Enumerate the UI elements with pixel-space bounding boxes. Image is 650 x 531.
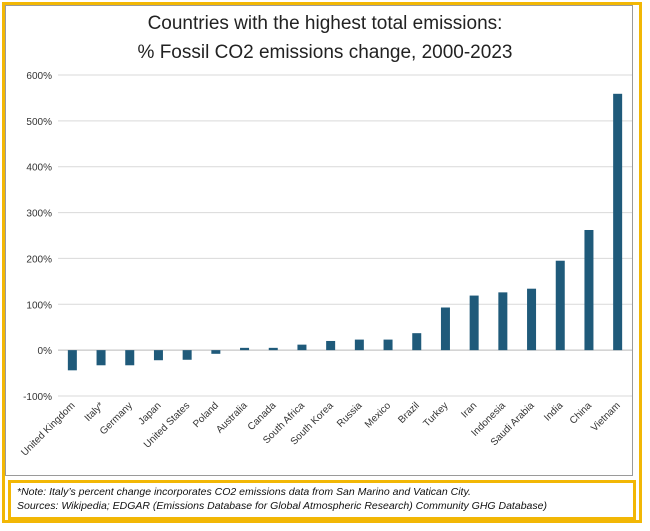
bar xyxy=(412,333,422,351)
x-tick-label: Japan xyxy=(137,400,164,427)
bar xyxy=(440,307,450,351)
footnote-sources: Sources: Wikipedia; EDGAR (Emissions Dat… xyxy=(17,500,547,512)
x-tick-label: Russia xyxy=(335,400,365,430)
x-tick-label: Italy* xyxy=(83,400,107,424)
bar xyxy=(613,93,623,351)
bar xyxy=(182,350,192,360)
bar xyxy=(297,344,307,351)
x-tick-label: Iran xyxy=(459,400,479,420)
bar xyxy=(67,350,77,371)
x-tick-label: China xyxy=(568,400,595,427)
bar xyxy=(96,350,106,366)
bar xyxy=(268,347,278,351)
footnote-note: *Note: Italy’s percent change incorporat… xyxy=(17,486,471,498)
x-tick-label: Turkey xyxy=(421,400,450,429)
y-tick-label: 600% xyxy=(26,71,52,82)
y-tick-label: 100% xyxy=(26,300,52,311)
y-tick-label: 500% xyxy=(26,117,52,128)
footnote-box: *Note: Italy’s percent change incorporat… xyxy=(8,480,636,520)
chart-title-line2: % Fossil CO2 emissions change, 2000-2023 xyxy=(137,42,513,63)
chart-title-line1: Countries with the highest total emissio… xyxy=(147,13,503,34)
y-tick-label: -100% xyxy=(23,392,52,403)
outer-frame xyxy=(2,2,642,523)
bar xyxy=(555,260,565,351)
x-tick-label: Australia xyxy=(214,400,250,436)
x-tick-label: Brazil xyxy=(396,400,421,425)
x-tick-label: Vietnam xyxy=(589,400,623,434)
y-tick-label: 400% xyxy=(26,163,52,174)
bar xyxy=(584,229,594,351)
y-tick-label: 0% xyxy=(38,346,53,357)
bar xyxy=(240,347,250,351)
bar xyxy=(125,350,135,366)
bar xyxy=(498,292,508,351)
bar xyxy=(354,339,364,351)
bar xyxy=(527,288,537,351)
y-tick-label: 300% xyxy=(26,209,52,220)
bar xyxy=(153,350,163,361)
bar xyxy=(211,350,221,354)
chart-area xyxy=(5,5,633,476)
y-tick-label: 200% xyxy=(26,254,52,265)
x-tick-label: United Kingdom xyxy=(19,400,77,458)
x-tick-label: India xyxy=(542,400,565,423)
bar xyxy=(469,295,479,351)
x-tick-label: Mexico xyxy=(363,400,393,430)
bar xyxy=(326,340,336,351)
bar xyxy=(383,339,393,351)
